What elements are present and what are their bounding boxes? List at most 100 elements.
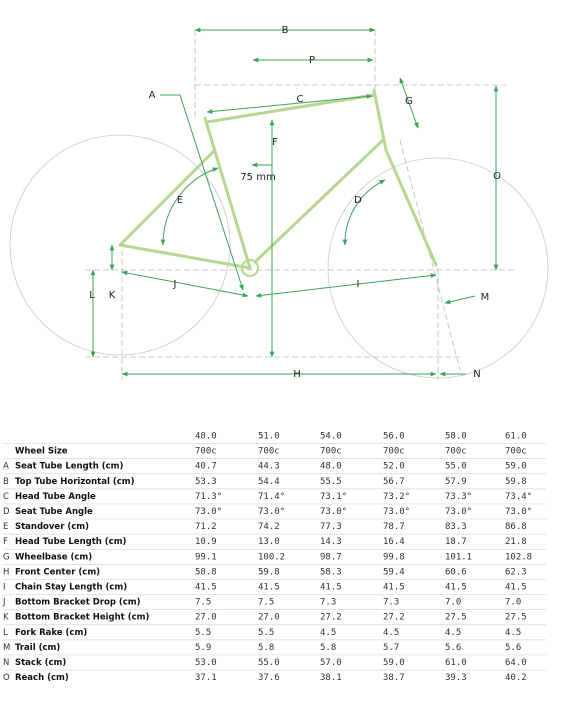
ref-line xyxy=(399,139,461,371)
cell-value: 100.2 xyxy=(258,552,285,562)
cell-value: 86.8 xyxy=(505,522,527,532)
cell-value: 37.1 xyxy=(195,673,217,683)
cell-value: 71.2 xyxy=(195,522,217,532)
dimension-label: M xyxy=(481,292,490,303)
fork xyxy=(384,148,438,267)
row-name: Wheelbase (cm) xyxy=(15,552,92,562)
cell-value: 5.5 xyxy=(195,628,211,638)
row-letter: G xyxy=(3,552,10,562)
row-name: Head Tube Angle xyxy=(15,492,96,502)
cell-value: 18.7 xyxy=(445,537,467,547)
size-header: 54.0 xyxy=(320,432,342,442)
dimension-label: H xyxy=(293,369,301,380)
seat-stay xyxy=(118,148,217,247)
size-header: 61.0 xyxy=(505,432,527,442)
cell-value: 71.3° xyxy=(195,492,222,502)
dim-e xyxy=(160,167,219,246)
cell-value: 73.0° xyxy=(320,507,347,517)
cell-value: 7.0 xyxy=(445,598,461,608)
cell-value: 4.5 xyxy=(445,628,461,638)
cell-value: 55.0 xyxy=(258,658,280,668)
cell-value: 55.0 xyxy=(445,462,467,472)
dimension-label: N xyxy=(473,369,480,380)
cell-value: 40.7 xyxy=(195,462,217,472)
cell-value: 27.2 xyxy=(320,613,342,623)
dimensions xyxy=(90,27,499,377)
cell-value: 700c xyxy=(445,447,467,457)
cell-value: 73.0° xyxy=(195,507,222,517)
row-name: Reach (cm) xyxy=(15,673,69,683)
cell-value: 7.5 xyxy=(195,598,211,608)
row-letter: D xyxy=(3,507,10,517)
row-letter: I xyxy=(3,583,6,593)
cell-value: 7.5 xyxy=(258,598,274,608)
cell-value: 700c xyxy=(195,447,217,457)
cell-value: 7.3 xyxy=(320,598,336,608)
row-letter: A xyxy=(3,462,9,472)
dimension-label: F xyxy=(272,137,278,148)
frame xyxy=(118,88,438,277)
cell-value: 38.1 xyxy=(320,673,342,683)
cell-value: 59.4 xyxy=(383,567,405,577)
cell-value: 4.5 xyxy=(383,628,399,638)
cell-value: 5.5 xyxy=(258,628,274,638)
cell-value: 73.0° xyxy=(258,507,285,517)
cell-value: 41.5 xyxy=(505,583,527,593)
row-letter: J xyxy=(2,598,6,608)
cell-value: 57.9 xyxy=(445,477,467,487)
cell-value: 53.3 xyxy=(195,477,217,487)
dim-i xyxy=(255,273,437,298)
cell-value: 41.5 xyxy=(195,583,217,593)
dimension-label: D xyxy=(354,195,362,206)
row-name: Stack (cm) xyxy=(15,658,66,668)
cell-value: 13.0 xyxy=(258,537,280,547)
dimension-label: B xyxy=(282,25,289,36)
row-name: Fork Rake (cm) xyxy=(15,628,87,638)
cell-value: 4.5 xyxy=(505,628,521,638)
cell-value: 56.7 xyxy=(383,477,405,487)
cell-value: 55.5 xyxy=(320,477,342,487)
cell-value: 52.0 xyxy=(383,462,405,472)
geometry-table: 48.0 51.0 54.0 56.0 58.0 61.0 Wheel Size 700c 70… xyxy=(2,432,546,683)
top-tube xyxy=(205,93,376,124)
dim-g xyxy=(399,77,419,129)
row-name: Head Tube Length (cm) xyxy=(15,537,127,547)
size-header: 56.0 xyxy=(383,432,405,442)
cell-value: 700c xyxy=(383,447,405,457)
row-letter: L xyxy=(3,628,8,638)
cell-value: 58.8 xyxy=(195,567,217,577)
row-letter: H xyxy=(3,567,9,577)
cell-value: 27.5 xyxy=(505,613,527,623)
row-name: Bottom Bracket Drop (cm) xyxy=(15,598,141,608)
dimension-label: J xyxy=(173,279,177,290)
row-letter: F xyxy=(3,537,8,547)
cell-value: 21.8 xyxy=(505,537,527,547)
cell-value: 102.8 xyxy=(505,552,532,562)
cell-value: 700c xyxy=(505,447,527,457)
cell-value: 98.7 xyxy=(320,552,342,562)
cell-value: 77.3 xyxy=(320,522,342,532)
dim-c xyxy=(206,94,373,114)
cell-value: 53.0 xyxy=(195,658,217,668)
cell-value: 5.9 xyxy=(195,643,211,653)
dim-a xyxy=(160,94,244,291)
cell-value: 74.2 xyxy=(258,522,280,532)
cell-value: 27.0 xyxy=(258,613,280,623)
cell-value: 37.6 xyxy=(258,673,280,683)
cell-value: 5.8 xyxy=(320,643,336,653)
row-letter: B xyxy=(3,477,9,487)
dimension-label: G xyxy=(405,96,413,107)
cell-value: 59.0 xyxy=(505,462,527,472)
row-name: Chain Stay Length (cm) xyxy=(15,583,127,593)
cell-value: 73.4° xyxy=(505,492,532,502)
cell-value: 27.2 xyxy=(383,613,405,623)
row-name: Trail (cm) xyxy=(15,643,60,653)
dimension-label: L xyxy=(89,290,95,301)
cell-value: 41.5 xyxy=(445,583,467,593)
row-letter: C xyxy=(3,492,9,502)
bike-diagram: A B P C G F 75 mm O D E J I L K M H N xyxy=(9,25,549,380)
dimension-label: 75 mm xyxy=(240,172,275,183)
dimension-labels: A B P C G F 75 mm O D E J I L K M H N xyxy=(89,25,501,380)
cell-value: 99.1 xyxy=(195,552,217,562)
cell-value: 44.3 xyxy=(258,462,280,472)
